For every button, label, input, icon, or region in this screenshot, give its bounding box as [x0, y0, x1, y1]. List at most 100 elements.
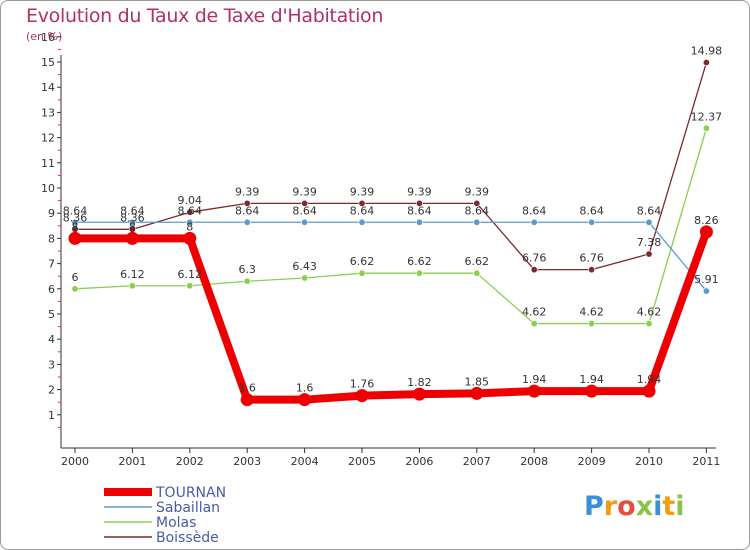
data-point-tournan — [585, 384, 599, 398]
y-tick-label: 1 — [48, 409, 55, 422]
data-label-sabaillan: 8.64 — [350, 204, 375, 217]
data-point-molas — [473, 269, 481, 277]
data-labels: 8 8 8 1.6 1.6 1.76 1.82 1.85 1.94 1.94 1.94 8.26 8.6… — [63, 45, 722, 395]
data-label-sabaillan: 8.64 — [579, 204, 604, 217]
data-point-sabaillan — [588, 218, 596, 226]
data-point-boissède — [243, 199, 251, 207]
x-tick-label: 2010 — [635, 455, 663, 468]
data-label-boissède: 9.04 — [178, 194, 203, 207]
data-point-molas — [71, 285, 79, 293]
data-label-sabaillan: 8.64 — [120, 204, 145, 217]
data-label-molas: 12.37 — [691, 110, 723, 123]
data-point-tournan — [642, 384, 656, 398]
data-label-sabaillan: 8.64 — [637, 204, 662, 217]
logo-letter: o — [617, 491, 636, 522]
y-tick-label: 9 — [48, 207, 55, 220]
x-tick-label: 2007 — [463, 455, 491, 468]
data-point-sabaillan — [530, 218, 538, 226]
legend-label-sabaillan: Sabaillan — [156, 500, 220, 516]
data-point-molas — [645, 320, 653, 328]
data-point-sabaillan — [301, 218, 309, 226]
data-point-tournan — [355, 389, 369, 403]
data-point-boissède — [301, 199, 309, 207]
data-point-tournan — [183, 231, 197, 245]
data-label-boissède: 9.39 — [407, 185, 432, 198]
data-label-molas: 6.3 — [238, 263, 256, 276]
data-label-molas: 4.62 — [637, 306, 662, 319]
data-point-boissède — [358, 199, 366, 207]
y-tick-label: 15 — [41, 56, 55, 69]
data-point-tournan — [527, 384, 541, 398]
data-point-molas — [243, 277, 251, 285]
data-point-boissède — [186, 208, 194, 216]
data-label-sabaillan: 8.64 — [465, 204, 490, 217]
data-label-tournan: 1.94 — [522, 373, 547, 386]
data-label-boissède: 9.39 — [465, 185, 490, 198]
data-label-sabaillan: 5.91 — [694, 273, 719, 286]
y-tick-label: 13 — [41, 106, 55, 119]
data-label-sabaillan: 8.64 — [235, 204, 260, 217]
data-point-molas — [128, 282, 136, 290]
x-tick-label: 2003 — [233, 455, 261, 468]
data-label-tournan: 8.26 — [694, 214, 719, 227]
data-label-molas: 6 — [72, 271, 79, 284]
y-tick-label: 6 — [48, 283, 55, 296]
data-point-boissède — [530, 266, 538, 274]
data-point-sabaillan — [702, 287, 710, 295]
x-tick-label: 2004 — [291, 455, 319, 468]
data-label-tournan: 8 — [72, 220, 79, 233]
series-line-sabaillan — [74, 221, 708, 292]
data-label-boissède: 8.36 — [63, 211, 88, 224]
logo-letter: x — [635, 491, 654, 522]
data-point-tournan — [68, 231, 82, 245]
data-point-molas — [358, 269, 366, 277]
data-point-sabaillan — [243, 218, 251, 226]
y-tick-label: 8 — [48, 232, 55, 245]
data-point-boissède — [473, 199, 481, 207]
data-label-molas: 6.12 — [178, 268, 203, 281]
data-label-boissède: 9.39 — [292, 185, 317, 198]
x-tick-label: 2006 — [405, 455, 433, 468]
y-tick-label: 10 — [41, 182, 55, 195]
legend-label-boissède: Boissède — [156, 530, 219, 546]
data-label-molas: 6.62 — [407, 255, 432, 268]
data-label-molas: 6.12 — [120, 268, 145, 281]
data-label-tournan: 1.6 — [238, 382, 256, 395]
data-point-boissède — [702, 59, 710, 67]
data-point-tournan — [412, 387, 426, 401]
data-point-boissède — [415, 199, 423, 207]
y-tick-label: 11 — [41, 157, 55, 170]
data-label-sabaillan: 8.64 — [522, 204, 547, 217]
y-tick-label: 4 — [48, 333, 55, 346]
data-label-boissède: 6.76 — [522, 252, 547, 265]
data-point-molas — [415, 269, 423, 277]
data-label-boissède: 14.98 — [691, 45, 723, 58]
data-label-tournan: 1.94 — [637, 373, 662, 386]
data-point-molas — [588, 320, 596, 328]
data-label-tournan: 1.94 — [579, 373, 604, 386]
data-label-molas: 6.43 — [292, 260, 317, 273]
logo-letter: t — [662, 491, 676, 522]
x-tick-label: 2002 — [176, 455, 204, 468]
data-label-sabaillan: 8.64 — [292, 204, 317, 217]
data-point-tournan — [240, 393, 254, 407]
y-tick-label: 5 — [48, 308, 55, 321]
data-label-tournan: 8 — [129, 220, 136, 233]
data-label-boissède: 6.76 — [579, 252, 604, 265]
data-label-tournan: 1.6 — [296, 382, 314, 395]
data-point-sabaillan — [71, 218, 79, 226]
data-point-sabaillan — [645, 218, 653, 226]
y-tick-label: 16 — [41, 31, 55, 44]
x-tick-label: 2009 — [578, 455, 606, 468]
data-point-molas — [702, 124, 710, 132]
data-point-molas — [530, 320, 538, 328]
data-label-sabaillan: 8.64 — [407, 204, 432, 217]
legend-label-tournan: TOURNAN — [155, 485, 226, 501]
series-line-tournan — [71, 227, 711, 404]
x-tick-label: 2005 — [348, 455, 376, 468]
data-label-boissède: 7.38 — [637, 236, 662, 249]
data-point-boissède — [588, 266, 596, 274]
